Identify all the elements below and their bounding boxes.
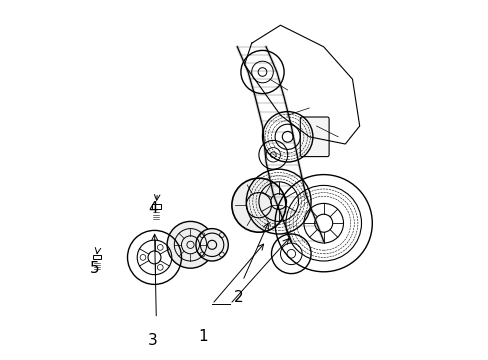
Ellipse shape bbox=[196, 229, 228, 261]
FancyBboxPatch shape bbox=[300, 117, 328, 157]
Text: 2: 2 bbox=[234, 289, 244, 305]
Circle shape bbox=[167, 221, 213, 268]
Text: 1: 1 bbox=[198, 329, 207, 344]
Text: 3: 3 bbox=[147, 333, 157, 348]
Text: 4: 4 bbox=[147, 201, 157, 216]
Text: 5: 5 bbox=[90, 261, 100, 276]
Polygon shape bbox=[152, 204, 160, 209]
Circle shape bbox=[231, 178, 285, 232]
Polygon shape bbox=[92, 255, 101, 259]
